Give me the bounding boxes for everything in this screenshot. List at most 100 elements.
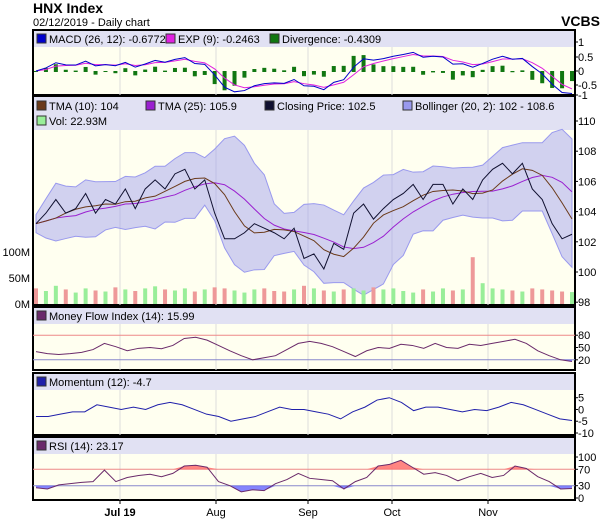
volume-bar (53, 285, 58, 304)
tma25-line (35, 174, 573, 250)
momentum-legend-swatch (36, 376, 47, 387)
legend-volume-label: Vol: 22.93M (49, 116, 107, 128)
divergence-bar (73, 70, 78, 72)
divergence-bar (570, 71, 574, 82)
divergence-bar (34, 71, 38, 72)
volume-bar (93, 290, 98, 304)
volume-tick-label: 50M (9, 273, 30, 285)
mfi-legend-label: Money Flow Index (14): 15.99 (49, 311, 195, 323)
divergence-bar (292, 66, 297, 72)
divergence-bar (153, 66, 158, 72)
volume-bar (391, 288, 396, 304)
volume-bar (490, 288, 495, 304)
volume-bar (431, 291, 436, 304)
y-tick-label: 0.5 (578, 52, 593, 64)
y-tick-label: 98 (578, 297, 590, 309)
y-tick-label: -10 (578, 428, 594, 440)
legend-tma10-swatch (36, 100, 47, 111)
divergence-bar (391, 66, 396, 72)
legend-exp-label: EXP (9): -0.2463 (178, 34, 260, 46)
y-tick-label: 104 (578, 207, 596, 219)
mfi-legend-swatch (36, 310, 47, 321)
divergence-bar (540, 71, 545, 84)
legend-close-label: Closing Price: 102.5 (277, 101, 375, 113)
y-tick-label: 1 (578, 37, 584, 49)
macd-line (35, 51, 573, 94)
volume-bar (450, 290, 455, 304)
divergence-bar (371, 64, 376, 72)
volume-tick-label: 100M (2, 247, 30, 259)
volume-bar (153, 286, 158, 304)
mfi-line (35, 336, 573, 362)
volume-bar (331, 291, 336, 304)
volume-bar (321, 290, 326, 304)
volume-bar (282, 291, 287, 304)
divergence-bar (252, 69, 257, 72)
volume-bar (302, 285, 306, 304)
y-tick-label: 0 (578, 493, 584, 505)
volume-bar (262, 288, 267, 304)
divergence-bar (172, 67, 177, 72)
volume-bar (550, 290, 555, 304)
y-tick-label: 20 (578, 355, 590, 367)
divergence-bar (222, 71, 227, 91)
volume-bar (500, 289, 505, 304)
volume-bar (272, 291, 277, 304)
y-tick-label: 110 (578, 116, 596, 128)
volume-bar (163, 289, 168, 304)
volume-bar (103, 291, 108, 304)
y-tick-label: -5 (578, 416, 588, 428)
y-tick-label: 70 (578, 464, 590, 476)
x-tick-label: Jul 19 (104, 507, 135, 519)
divergence-bar (93, 71, 98, 75)
rsi-legend-bg (34, 438, 574, 454)
volume-bar (530, 288, 535, 304)
divergence-bar (470, 71, 475, 78)
exp-line (35, 53, 573, 90)
divergence-bar (63, 69, 68, 72)
volume-bar (560, 291, 565, 304)
volume-bar (192, 291, 197, 304)
mfi-legend-bg (34, 308, 574, 324)
y-tick-label: 106 (578, 176, 596, 188)
y-tick-label: 80 (578, 330, 590, 342)
y-tick-label: 108 (578, 146, 596, 158)
divergence-bar (282, 70, 287, 72)
price-legend-bg (34, 97, 574, 130)
y-tick-label: -0.5 (578, 80, 597, 92)
volume-bar (113, 287, 118, 304)
volume-bar (292, 289, 297, 304)
divergence-bar (341, 65, 346, 72)
divergence-bar (381, 66, 386, 72)
legend-macd-label: MACD (26, 12): -0.6772 (49, 34, 166, 46)
momentum-legend-label: Momentum (12): -4.7 (49, 377, 152, 389)
divergence-bar (431, 71, 436, 73)
volume-bar (570, 292, 574, 304)
volume-bar (351, 288, 356, 304)
divergence-bar (361, 55, 366, 72)
y-tick-label: 0 (578, 66, 584, 78)
divergence-bar (202, 71, 207, 75)
divergence-bar (311, 71, 316, 75)
volume-bar (212, 287, 217, 304)
divergence-bar (520, 70, 525, 72)
divergence-bar (192, 71, 197, 77)
volume-bar (440, 288, 445, 304)
volume-bar (311, 288, 316, 304)
divergence-bar (242, 71, 247, 78)
momentum-legend-bg (34, 374, 574, 390)
divergence-bar (421, 71, 426, 75)
rsi-legend-label: RSI (14): 23.17 (49, 441, 124, 453)
y-tick-label: 100 (578, 452, 596, 464)
divergence-bar (182, 67, 187, 72)
legend-close-swatch (264, 100, 275, 111)
volume-bar (381, 289, 386, 304)
divergence-bar (321, 71, 326, 77)
divergence-bar (143, 69, 148, 72)
volume-bar (222, 288, 227, 304)
divergence-bar (450, 71, 455, 80)
volume-bar (34, 288, 38, 304)
brand-label: VCBS (561, 13, 600, 29)
legend-macd-swatch (36, 33, 47, 44)
divergence-bar (113, 71, 118, 74)
